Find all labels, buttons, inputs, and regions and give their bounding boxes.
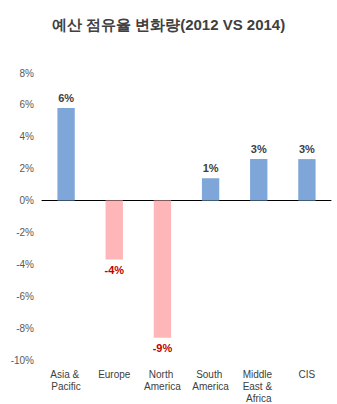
svg-text:1%: 1% [203,162,219,174]
svg-text:Asia &: Asia & [50,369,82,380]
svg-text:2%: 2% [20,163,35,174]
svg-text:Middle: Middle [243,369,275,380]
svg-text:America: America [144,381,181,392]
svg-text:America: America [192,381,229,392]
svg-text:3%: 3% [299,143,315,155]
svg-text:6%: 6% [20,99,35,110]
svg-text:예산 점유율 변화량(2012 VS 2014): 예산 점유율 변화량(2012 VS 2014) [52,16,285,33]
svg-text:6%: 6% [58,92,74,104]
svg-text:4%: 4% [20,131,35,142]
svg-text:-4%: -4% [104,264,124,276]
svg-text:Europe: Europe [98,369,131,380]
svg-text:South: South [196,369,225,380]
svg-text:North: North [149,369,176,380]
svg-text:3%: 3% [251,143,267,155]
svg-text:Africa: Africa [246,393,272,404]
svg-text:-10%: -10% [11,355,34,366]
svg-text:-8%: -8% [16,323,34,334]
svg-text:-9%: -9% [153,342,173,354]
svg-text:-4%: -4% [16,259,34,270]
svg-text:-2%: -2% [16,227,34,238]
svg-text:Pacific: Pacific [51,381,80,392]
svg-text:East &: East & [243,381,275,392]
svg-text:8%: 8% [20,68,35,79]
svg-text:CIS: CIS [299,369,316,380]
svg-text:0%: 0% [20,195,35,206]
svg-text:-6%: -6% [16,291,34,302]
